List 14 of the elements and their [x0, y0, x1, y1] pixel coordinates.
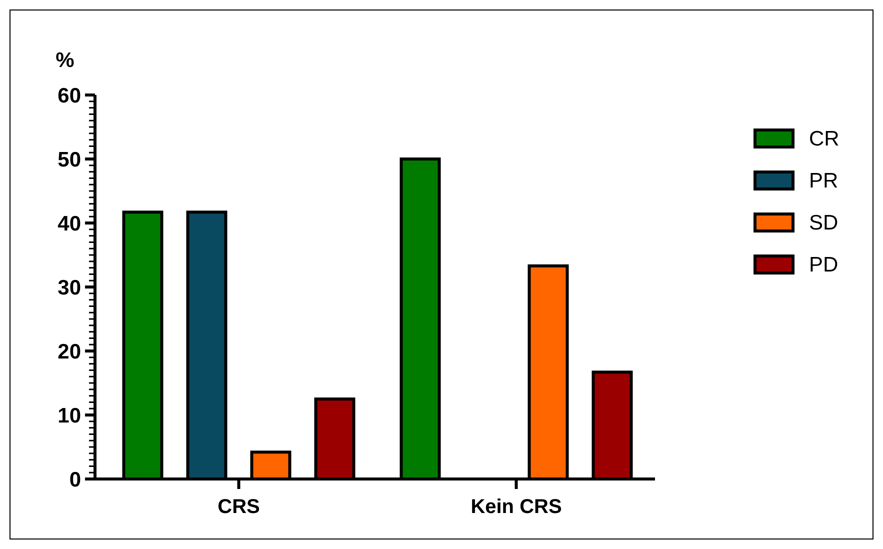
- y-axis-title: %: [56, 49, 75, 72]
- y-tick-label: 10: [58, 404, 81, 428]
- legend-label: CR: [809, 127, 840, 150]
- y-tick-label: 20: [58, 340, 81, 364]
- y-tick-label: 60: [58, 84, 81, 108]
- x-tick-label: Kein CRS: [470, 496, 562, 518]
- y-tick-label: 40: [58, 212, 81, 236]
- legend-label: PR: [809, 169, 838, 192]
- legend-label: PD: [809, 253, 838, 276]
- legend-label: SD: [809, 211, 838, 234]
- y-tick-label: 0: [69, 468, 81, 492]
- y-tick-label: 30: [58, 276, 81, 300]
- y-tick-label: 50: [58, 148, 81, 172]
- x-tick-label: CRS: [218, 496, 260, 518]
